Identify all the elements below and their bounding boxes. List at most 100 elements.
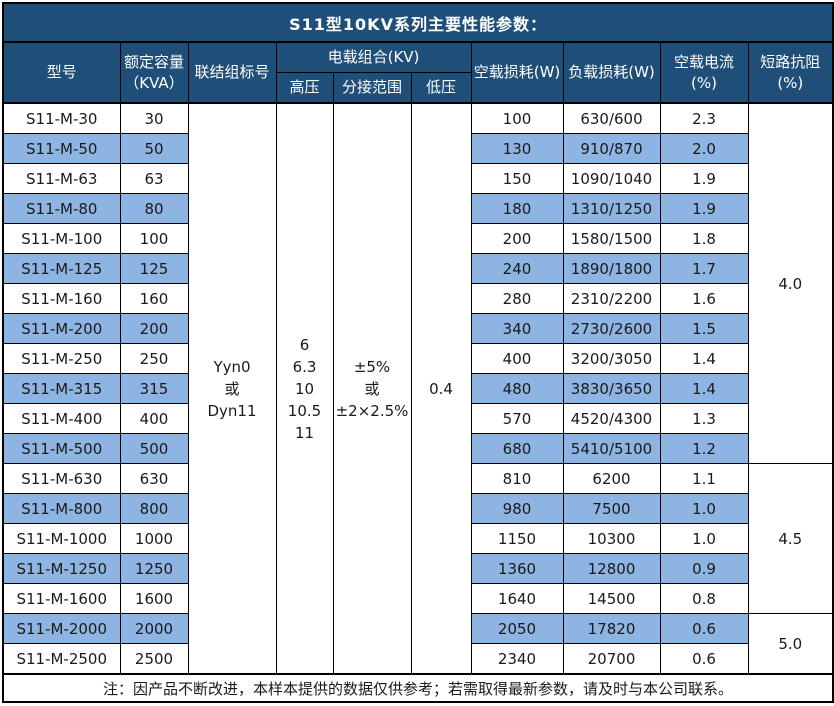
col-header-low-voltage: 低压 xyxy=(410,72,472,104)
table-title: S11型10KV系列主要性能参数： xyxy=(2,2,834,43)
cell-no-load-loss: 480 xyxy=(470,373,564,404)
table-row: S11-M-63 63 150 1090/1040 1.9 xyxy=(2,163,833,194)
cell-no-load-loss: 1150 xyxy=(470,523,564,554)
cell-model: S11-M-63 xyxy=(2,163,121,194)
cell-model: S11-M-100 xyxy=(2,223,121,254)
cell-model: S11-M-250 xyxy=(2,343,121,374)
cell-no-load-current: 0.6 xyxy=(659,613,749,644)
header-row-main: 型号 额定容量 （KVA） 联结组标号 电载组合(KV) 空载损耗(W) 负载损… xyxy=(2,41,834,104)
table-row: S11-M-800 800 980 7500 1.0 xyxy=(2,493,833,524)
cell-no-load-current: 1.4 xyxy=(659,343,749,374)
cell-model: S11-M-50 xyxy=(2,133,121,164)
cell-no-load-current: 1.7 xyxy=(659,253,749,284)
cell-capacity: 1000 xyxy=(119,523,189,554)
cell-capacity: 1600 xyxy=(119,583,189,614)
table-header: S11型10KV系列主要性能参数： 型号 额定容量 （KVA） 联结组标号 电载… xyxy=(2,2,834,104)
table-row: S11-M-400 400 570 4520/4300 1.3 xyxy=(2,403,833,434)
cell-impedance: 5.0 xyxy=(747,613,834,675)
cell-load-loss: 5410/5100 xyxy=(562,433,661,464)
cell-load-loss: 17820 xyxy=(562,613,661,644)
cell-capacity: 2500 xyxy=(119,643,189,675)
cell-no-load-loss: 400 xyxy=(470,343,564,374)
col-header-impedance: 短路抗阻(%) xyxy=(747,41,834,104)
cell-no-load-current: 2.3 xyxy=(659,102,749,134)
cell-tap-range: ±5% 或 ±2×2.5% xyxy=(332,102,412,675)
cell-capacity: 400 xyxy=(119,403,189,434)
cell-load-loss: 3830/3650 xyxy=(562,373,661,404)
cell-capacity: 200 xyxy=(119,313,189,344)
cell-capacity: 50 xyxy=(119,133,189,164)
cell-load-loss: 1890/1800 xyxy=(562,253,661,284)
cell-no-load-loss: 280 xyxy=(470,283,564,314)
cell-capacity: 800 xyxy=(119,493,189,524)
cell-impedance: 4.0 xyxy=(747,102,834,464)
footnote: 注：因产品不断改进，本样本提供的数据仅供参考；若需取得最新参数，请及时与本公司联… xyxy=(2,673,834,703)
table-row: S11-M-1250 1250 1360 12800 0.9 xyxy=(2,553,833,584)
col-header-high-voltage: 高压 xyxy=(275,72,334,104)
cell-no-load-loss: 2340 xyxy=(470,643,564,675)
cell-no-load-current: 0.8 xyxy=(659,583,749,614)
cell-connection: Yyn0 或 Dyn11 xyxy=(187,102,277,675)
cell-no-load-loss: 150 xyxy=(470,163,564,194)
col-header-load-loss: 负载损耗(W) xyxy=(562,41,661,104)
cell-no-load-current: 1.5 xyxy=(659,313,749,344)
cell-no-load-loss: 810 xyxy=(470,463,564,494)
cell-capacity: 500 xyxy=(119,433,189,464)
cell-model: S11-M-1250 xyxy=(2,553,121,584)
cell-no-load-current: 1.1 xyxy=(659,463,749,494)
cell-model: S11-M-2000 xyxy=(2,613,121,644)
cell-capacity: 63 xyxy=(119,163,189,194)
cell-no-load-current: 1.3 xyxy=(659,403,749,434)
cell-load-loss: 2310/2200 xyxy=(562,283,661,314)
cell-model: S11-M-30 xyxy=(2,102,121,134)
col-header-connection: 联结组标号 xyxy=(187,41,277,104)
cell-no-load-loss: 2050 xyxy=(470,613,564,644)
cell-no-load-loss: 340 xyxy=(470,313,564,344)
cell-load-loss: 12800 xyxy=(562,553,661,584)
col-header-tap-range: 分接范围 xyxy=(332,72,412,104)
table-row: S11-M-1000 1000 1150 10300 1.0 xyxy=(2,523,833,554)
cell-capacity: 250 xyxy=(119,343,189,374)
table-row: S11-M-315 315 480 3830/3650 1.4 xyxy=(2,373,833,404)
cell-high-voltage: 6 6.3 10 10.5 11 xyxy=(275,102,334,675)
table-row: S11-M-1600 1600 1640 14500 0.8 xyxy=(2,583,833,614)
col-header-capacity: 额定容量 （KVA） xyxy=(119,41,189,104)
cell-no-load-current: 0.9 xyxy=(659,553,749,584)
cell-load-loss: 7500 xyxy=(562,493,661,524)
cell-low-voltage: 0.4 xyxy=(410,102,472,675)
cell-no-load-current: 1.0 xyxy=(659,523,749,554)
cell-load-loss: 1310/1250 xyxy=(562,193,661,224)
table-row: S11-M-80 80 180 1310/1250 1.9 xyxy=(2,193,833,224)
cell-model: S11-M-80 xyxy=(2,193,121,224)
cell-model: S11-M-315 xyxy=(2,373,121,404)
cell-no-load-current: 1.8 xyxy=(659,223,749,254)
cell-load-loss: 14500 xyxy=(562,583,661,614)
cell-no-load-current: 2.0 xyxy=(659,133,749,164)
cell-no-load-loss: 200 xyxy=(470,223,564,254)
table-row: S11-M-100 100 200 1580/1500 1.8 xyxy=(2,223,833,254)
cell-no-load-current: 1.6 xyxy=(659,283,749,314)
cell-load-loss: 10300 xyxy=(562,523,661,554)
cell-impedance: 4.5 xyxy=(747,463,834,614)
cell-load-loss: 4520/4300 xyxy=(562,403,661,434)
table-row: S11-M-30 30 Yyn0 或 Dyn11 6 6.3 10 10.5 11 ±5… xyxy=(2,102,834,675)
table-row: S11-M-50 50 130 910/870 2.0 xyxy=(2,133,833,164)
cell-capacity: 160 xyxy=(119,283,189,314)
cell-load-loss: 2730/2600 xyxy=(562,313,661,344)
cell-no-load-current: 1.9 xyxy=(659,163,749,194)
cell-no-load-loss: 570 xyxy=(470,403,564,434)
cell-load-loss: 6200 xyxy=(562,463,661,494)
cell-model: S11-M-400 xyxy=(2,403,121,434)
cell-capacity: 315 xyxy=(119,373,189,404)
cell-load-loss: 1090/1040 xyxy=(562,163,661,194)
note-row: 注：因产品不断改进，本样本提供的数据仅供参考；若需取得最新参数，请及时与本公司联… xyxy=(2,673,834,703)
cell-no-load-loss: 980 xyxy=(470,493,564,524)
cell-no-load-current: 1.0 xyxy=(659,493,749,524)
cell-model: S11-M-2500 xyxy=(2,643,121,675)
table-body: S11-M-30 30 Yyn0 或 Dyn11 6 6.3 10 10.5 11 ±5… xyxy=(2,102,834,675)
cell-no-load-loss: 1360 xyxy=(470,553,564,584)
table-row: S11-M-2500 2500 2340 20700 0.6 xyxy=(2,643,833,675)
col-header-voltage-group: 电载组合(KV) xyxy=(275,41,472,73)
cell-no-load-current: 1.9 xyxy=(659,193,749,224)
